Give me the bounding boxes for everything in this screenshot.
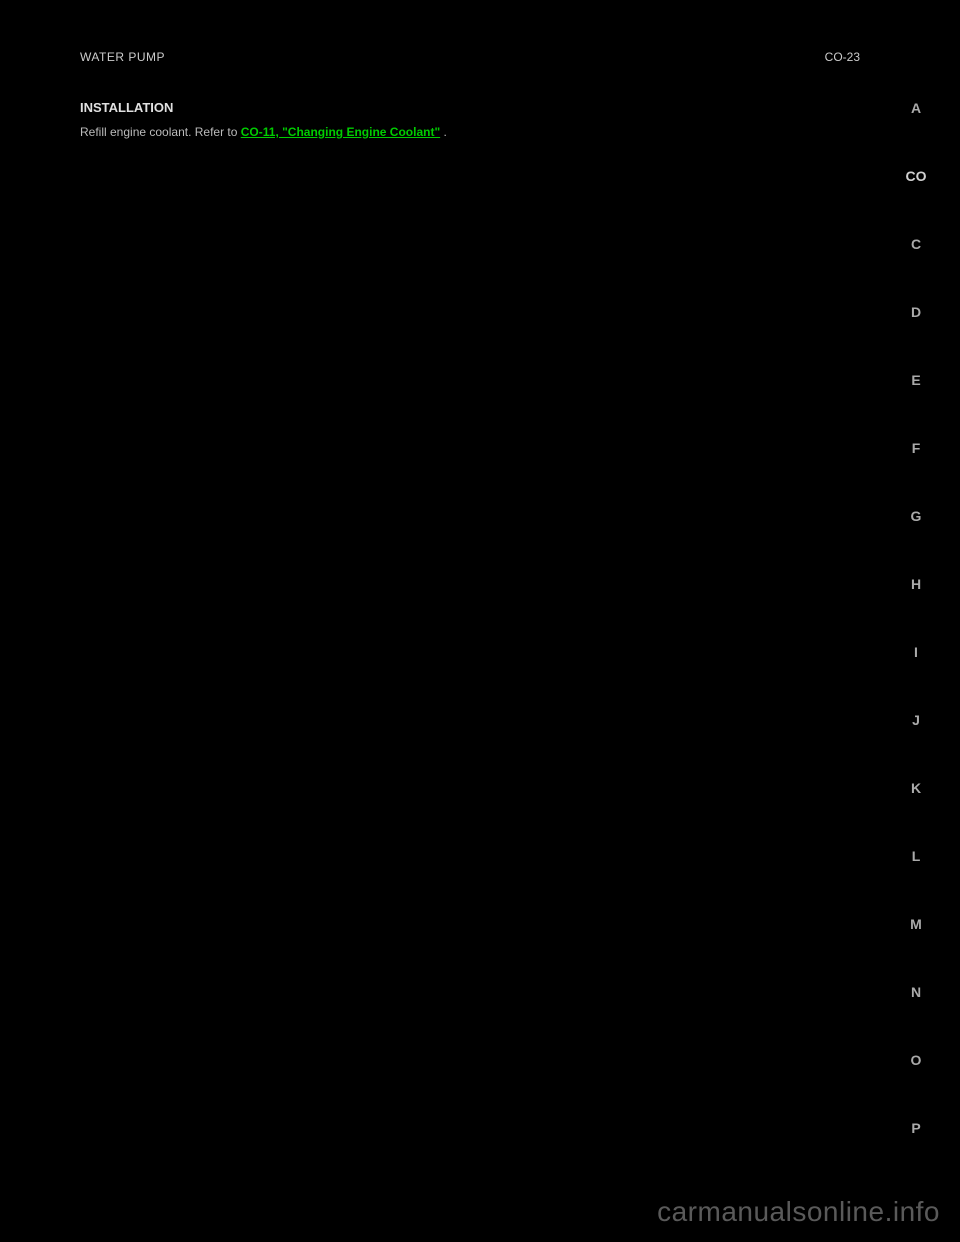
tab-m[interactable]: M: [902, 916, 930, 932]
tab-p[interactable]: P: [902, 1120, 930, 1136]
nav-tabs: A CO C D E F G H I J K L M N O P: [902, 100, 930, 1136]
main-content: INSTALLATION Refill engine coolant. Refe…: [80, 100, 760, 141]
period: .: [440, 125, 447, 139]
tab-a[interactable]: A: [902, 100, 930, 116]
page-header: WATER PUMP: [80, 50, 860, 66]
tab-e[interactable]: E: [902, 372, 930, 388]
tab-f[interactable]: F: [902, 440, 930, 456]
tab-i[interactable]: I: [902, 644, 930, 660]
subsection-title: INSTALLATION: [80, 100, 760, 115]
coolant-link[interactable]: CO-11, "Changing Engine Coolant": [241, 125, 440, 139]
watermark: carmanualsonline.info: [657, 1196, 940, 1228]
tab-o[interactable]: O: [902, 1052, 930, 1068]
tab-k[interactable]: K: [902, 780, 930, 796]
refill-text: Refill engine coolant. Refer to: [80, 125, 241, 139]
tab-co[interactable]: CO: [902, 168, 930, 184]
tab-j[interactable]: J: [902, 712, 930, 728]
tab-d[interactable]: D: [902, 304, 930, 320]
tab-c[interactable]: C: [902, 236, 930, 252]
tab-g[interactable]: G: [902, 508, 930, 524]
tab-l[interactable]: L: [902, 848, 930, 864]
tab-h[interactable]: H: [902, 576, 930, 592]
tab-n[interactable]: N: [902, 984, 930, 1000]
page-number: CO-23: [825, 50, 860, 64]
section-title: WATER PUMP: [80, 50, 860, 64]
note-block: Refill engine coolant. Refer to CO-11, "…: [80, 123, 760, 141]
